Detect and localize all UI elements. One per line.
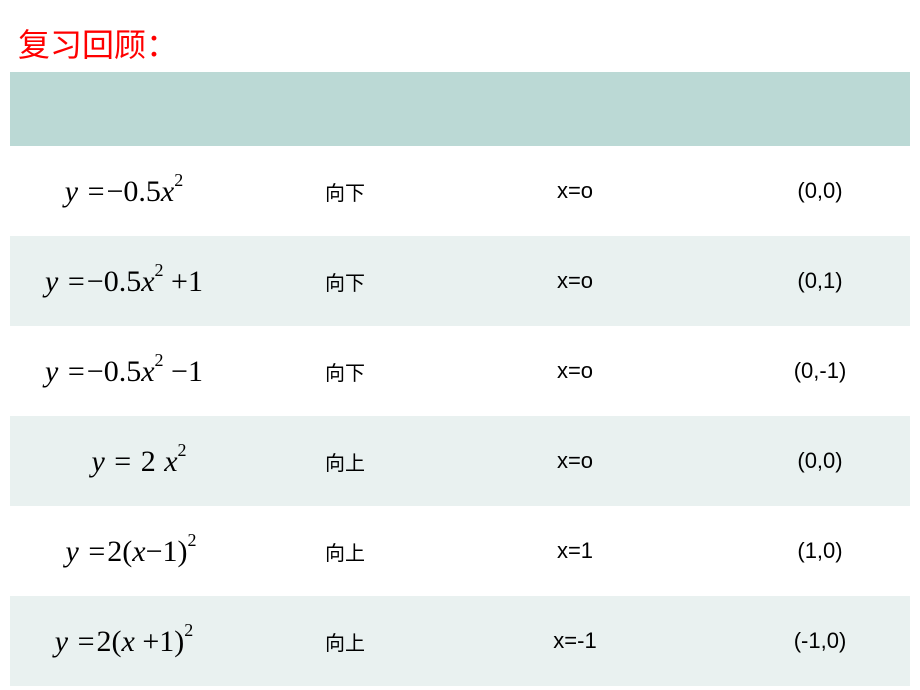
vertex-cell: (0,0)	[690, 146, 910, 236]
direction-cell: 向上	[230, 416, 460, 506]
header-cell	[460, 72, 690, 146]
axis-cell: x=o	[460, 236, 690, 326]
vertex-cell: (1,0)	[690, 506, 910, 596]
formula-text: y = 2 x2	[61, 444, 186, 479]
header-cell	[10, 72, 230, 146]
direction-cell: 向上	[230, 506, 460, 596]
formula-cell: y =−0.5x2 −1	[10, 326, 230, 416]
axis-cell: x=-1	[460, 596, 690, 686]
vertex-cell: (0,1)	[690, 236, 910, 326]
table-row: y =2(x−1)2 向上 x=1 (1,0)	[10, 506, 910, 596]
table-row: y =−0.5x2 +1 向下 x=o (0,1)	[10, 236, 910, 326]
formula-cell: y =−0.5x2	[10, 146, 230, 236]
table-row: y =2(x +1)2 向上 x=-1 (-1,0)	[10, 596, 910, 686]
table-row: y =−0.5x2 −1 向下 x=o (0,-1)	[10, 326, 910, 416]
axis-cell: x=o	[460, 416, 690, 506]
axis-cell: x=o	[460, 326, 690, 416]
header-cell	[690, 72, 910, 146]
table-row: y =−0.5x2 向下 x=o (0,0)	[10, 146, 910, 236]
direction-cell: 向下	[230, 146, 460, 236]
review-table: y =−0.5x2 向下 x=o (0,0) y =−0.5x2 +1 向下 x…	[10, 72, 910, 686]
vertex-cell: (0,-1)	[690, 326, 910, 416]
page-title: 复习回顾：	[18, 20, 178, 66]
formula-text: y =−0.5x2 +1	[45, 264, 203, 299]
formula-text: y =−0.5x2	[65, 174, 184, 209]
formula-cell: y =2(x−1)2	[10, 506, 230, 596]
table-row: y = 2 x2 向上 x=o (0,0)	[10, 416, 910, 506]
formula-text: y =2(x +1)2	[55, 624, 194, 659]
axis-cell: x=o	[460, 146, 690, 236]
direction-cell: 向下	[230, 236, 460, 326]
direction-cell: 向上	[230, 596, 460, 686]
formula-cell: y = 2 x2	[10, 416, 230, 506]
formula-cell: y =2(x +1)2	[10, 596, 230, 686]
formula-text: y =−0.5x2 −1	[45, 354, 203, 389]
vertex-cell: (0,0)	[690, 416, 910, 506]
axis-cell: x=1	[460, 506, 690, 596]
formula-text: y =2(x−1)2	[52, 534, 197, 569]
header-cell	[230, 72, 460, 146]
direction-cell: 向下	[230, 326, 460, 416]
formula-cell: y =−0.5x2 +1	[10, 236, 230, 326]
table-header-row	[10, 72, 910, 146]
vertex-cell: (-1,0)	[690, 596, 910, 686]
